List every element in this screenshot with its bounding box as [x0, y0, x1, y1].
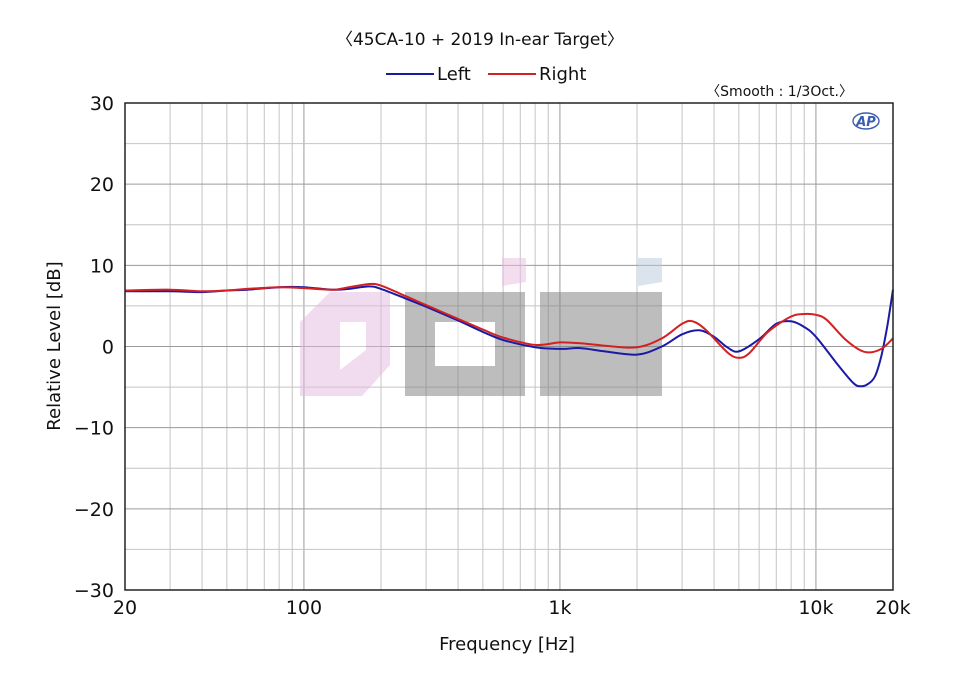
y-tick-label: −20 [74, 499, 114, 521]
x-axis-label: Frequency [Hz] [439, 634, 575, 655]
y-tick-label: −10 [74, 418, 114, 440]
y-tick-label: −30 [74, 580, 114, 602]
y-tick-label: 10 [90, 255, 114, 277]
x-axis-ticks: 20 100 1k 10k 20k [113, 597, 911, 619]
y-tick-label: 30 [90, 93, 114, 115]
svg-text:AP: AP [855, 115, 876, 130]
y-axis-label: Relative Level [dB] [44, 261, 65, 430]
x-tick-label: 20 [113, 597, 137, 619]
legend: Left Right [386, 64, 586, 85]
watermark-logo [300, 258, 662, 396]
chart-title: 〈45CA-10 + 2019 In-ear Target〉 [336, 30, 624, 50]
y-tick-label: 20 [90, 174, 114, 196]
ap-logo: AP [852, 112, 880, 130]
series [124, 282, 894, 388]
legend-label-right: Right [539, 64, 586, 85]
x-tick-label: 20k [875, 597, 910, 619]
x-tick-label: 10k [798, 597, 833, 619]
y-axis-ticks: 30 20 10 0 −10 −20 −30 [74, 93, 114, 602]
x-tick-label: 1k [548, 597, 571, 619]
x-tick-label: 100 [286, 597, 322, 619]
smoothing-note: 〈Smooth : 1/3Oct.〉 [706, 84, 853, 100]
y-tick-label: 0 [102, 337, 114, 359]
series-line-right [124, 282, 894, 359]
plot-area [124, 102, 894, 591]
legend-label-left: Left [437, 64, 471, 85]
